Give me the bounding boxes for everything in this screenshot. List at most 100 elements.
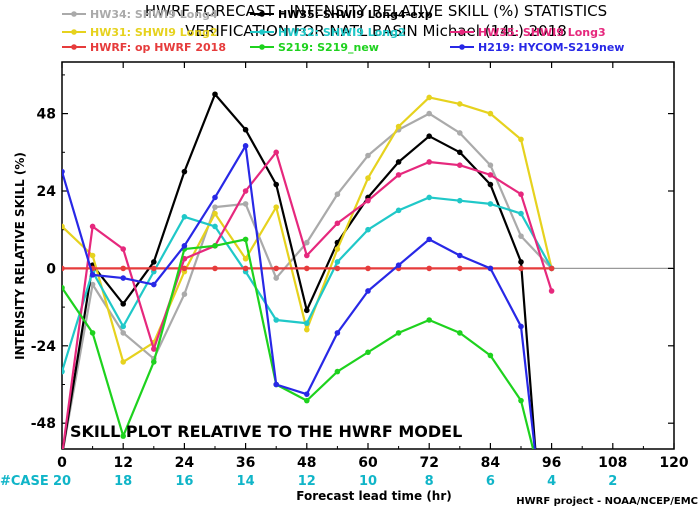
series-point [395,172,402,178]
case-counts: #CASE 20 18 16 14 12 10 8 6 4 2 [0,474,617,489]
series-point [242,255,249,262]
case-count: 14 [237,474,255,489]
series-point [487,162,494,168]
skill-annotation: SKILL PLOT RELATIVE TO THE HWRF MODEL [70,422,462,441]
series-point [242,143,249,149]
series-point [395,207,402,214]
series-point [304,307,310,314]
series-point [457,149,463,156]
series-point [518,136,524,143]
legend-label: HW35: SHWI9 Long3 [478,26,606,39]
series-point [518,210,524,217]
series-point [212,265,218,272]
chart-subtitle: VERIFICATION FOR NATL BASIN Michael (14L… [185,22,567,40]
series-point [518,259,524,265]
y-axis-label: INTENSITY RELATIVE SKILL (%) [13,152,27,360]
series-point [273,149,280,156]
series-point [518,397,524,404]
series-point [120,359,126,365]
legend: HW34: SHWI9 Long4 HW35: SHWI9 Long4-exp HW… [62,8,624,54]
series-point [487,181,494,188]
case-label: #CASE [0,474,49,489]
legend-item: HW35: SHWI9 Long3 [450,26,606,39]
series-point [62,265,65,272]
series-point [89,330,96,336]
plot-area-frame [61,61,675,450]
series-point [181,265,188,272]
series-point [365,175,371,181]
series-point [548,265,555,272]
series-point [151,265,157,272]
y-axis: -48 -24 0 24 48 [31,74,674,432]
series-point [518,233,524,239]
series-point [426,265,433,272]
series-point [212,243,218,249]
series-point [426,94,433,101]
series-point [242,265,249,272]
legend-marker [459,44,465,50]
series-point [334,265,341,272]
series-point [120,330,126,336]
series-point [151,346,157,352]
series-point [457,330,463,336]
series-point [395,262,402,268]
series-point [487,201,494,207]
series-point [212,223,218,230]
legend-item: HW31: SHWI9 Long2 [62,26,218,39]
series-point [181,291,188,298]
series-point [365,288,371,294]
series-point [212,204,218,210]
legend-item: H219: HYCOM-S219new [450,41,624,54]
legend-label: HW32: SHWI9 Long2 [278,26,406,39]
series-point [304,239,310,246]
series-point [151,281,157,288]
series-point [273,181,280,188]
series-group [62,91,555,465]
series-point [273,317,280,323]
case-count: 4 [547,474,556,489]
case-count: 2 [608,474,617,489]
series-point [487,265,494,272]
series-point [151,359,157,365]
series-point [181,168,188,175]
series-point [304,391,310,397]
case-count: 6 [486,474,495,489]
x-tick-label: 84 [481,455,501,471]
y-tick-label: -48 [31,416,56,432]
series-point [426,159,433,165]
series-point [273,204,280,210]
series-point [457,197,463,204]
series-point [365,349,371,356]
case-count: 8 [425,474,434,489]
series-point [212,194,218,201]
series-point [457,252,463,259]
x-tick-label: 120 [659,455,688,471]
case-count: 18 [114,474,132,489]
series-point [273,265,280,272]
series-point [304,252,310,259]
series-8 [62,143,540,465]
series-point [181,243,188,249]
series-point [304,265,310,272]
x-tick-label: 108 [598,455,627,471]
x-tick-label: 36 [236,455,255,471]
series-point [242,236,249,243]
series-point [487,352,494,359]
series-point [426,110,433,117]
series-point [487,172,494,178]
series-point [62,168,65,175]
legend-label: HW31: SHWI9 Long2 [90,26,218,39]
series-point [518,191,524,198]
x-tick-label: 60 [358,455,378,471]
series-point [534,459,540,465]
series-point [62,284,65,291]
series-point [426,236,433,243]
series-point [457,130,463,136]
series-point [395,330,402,336]
series-point [395,123,402,130]
series-point [518,265,524,272]
y-tick-label: 48 [37,107,56,123]
series-point [334,191,341,198]
series-point [426,133,433,139]
